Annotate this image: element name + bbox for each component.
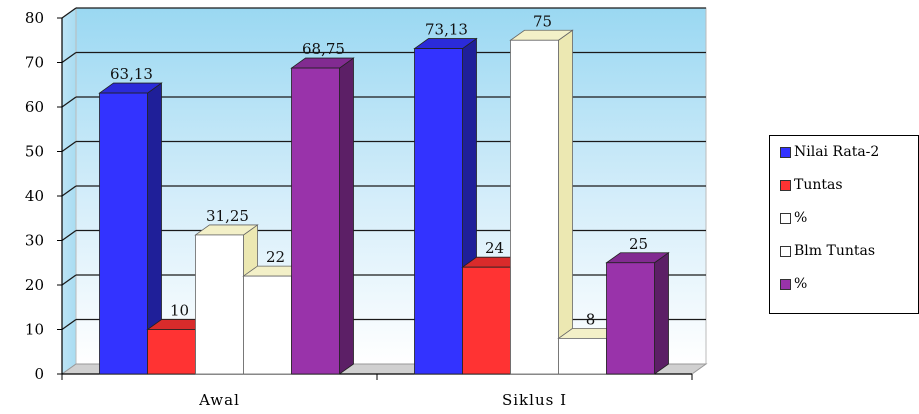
bar-side [339,57,354,375]
legend-label: Blm Tuntas [794,243,876,259]
bar [195,234,244,375]
bar [99,92,148,375]
gridline-side [61,51,77,64]
data-label: 31,25 [206,207,249,225]
x-category-label: Siklus I [502,391,567,409]
legend-item: % [780,208,807,228]
data-labels: 63,13 10 31,25 22 68,75 73,13 24 75 8 25 [110,12,648,328]
y-tick-label: 0 [34,365,44,383]
legend: Nilai Rata-2 Tuntas% Blm Tuntas% [769,135,919,314]
y-tick-label: 50 [25,143,44,161]
bar [462,266,511,375]
gridline-side [61,318,77,331]
bar [291,67,340,375]
y-tick-label: 10 [25,321,44,339]
data-label: 73,13 [425,21,468,39]
data-label: 63,13 [110,65,153,83]
gridline-side [61,7,77,19]
data-label: 8 [586,310,596,328]
y-tick-label: 60 [25,98,44,116]
legend-swatch [780,212,791,224]
legend-label: Tuntas [794,177,843,193]
bar [510,39,559,375]
gridline-side [61,96,77,108]
data-label: 22 [266,248,285,266]
legend-item: Tuntas [780,175,843,195]
legend-item: % [780,274,807,294]
data-label: 68,75 [302,40,345,58]
gridline-side [61,140,77,153]
y-tick-label: 30 [25,232,44,250]
y-axis-ticks: 0 10 20 30 40 50 60 70 80 [25,9,62,383]
legend-label: % [794,276,808,292]
y-tick-label: 20 [25,276,44,294]
x-category-label: Awal [198,391,240,409]
bar [606,262,655,375]
y-tick-label: 40 [25,187,44,205]
data-label: 10 [170,302,189,320]
legend-item: Blm Tuntas [780,241,875,261]
bar [558,337,607,375]
bar [147,329,196,375]
bar-side [558,29,573,375]
legend-item: Nilai Rata-2 [780,142,879,162]
gridlines [61,7,706,331]
legend-swatch [780,146,791,158]
data-label: 25 [629,235,648,253]
legend-swatch [780,179,791,191]
bars [98,29,670,375]
legend-swatch [780,245,791,257]
gridline-side [61,229,77,242]
x-axis-categories: Awal Siklus I [61,374,693,409]
legend-label: Nilai Rata-2 [794,144,880,160]
bar [414,48,463,375]
gridline-side [61,185,77,197]
legend-swatch [780,278,791,290]
gridline-side [61,274,77,286]
bar-side [654,251,669,375]
y-tick-label: 80 [25,9,44,27]
data-label: 24 [485,239,504,257]
legend-label: % [794,210,808,226]
data-label: 75 [533,12,552,30]
y-tick-label: 70 [25,54,44,72]
bar [243,275,292,375]
